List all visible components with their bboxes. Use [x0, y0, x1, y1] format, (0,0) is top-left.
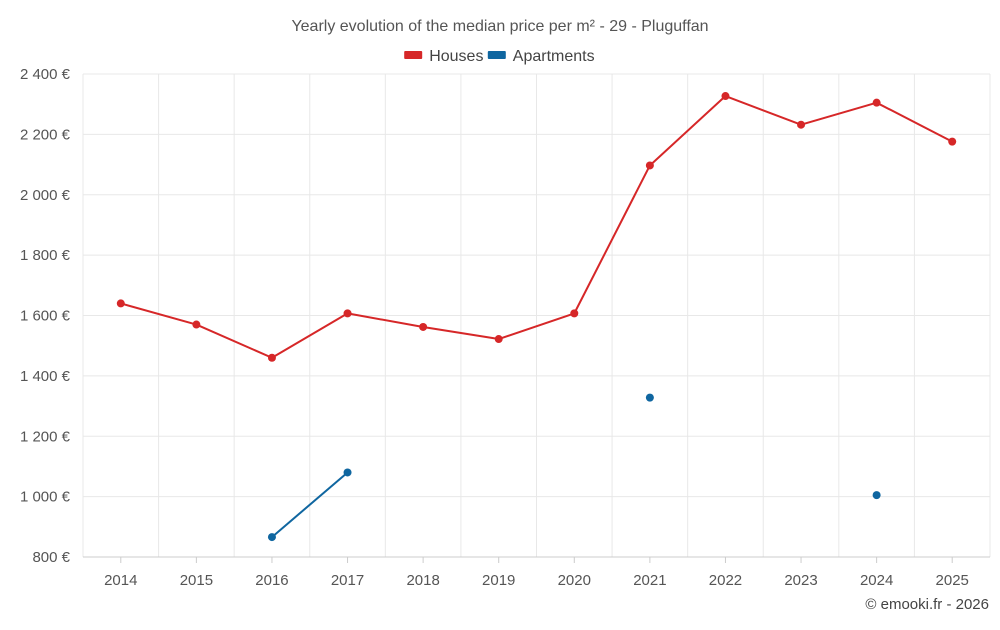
series-apartments: [267, 393, 881, 542]
y-tick-label: 2 000 €: [20, 187, 71, 204]
x-tick-label: 2019: [482, 572, 515, 589]
legend-label-houses: Houses: [429, 48, 483, 65]
series-layer: [116, 92, 957, 542]
legend[interactable]: Houses Apartments: [404, 48, 595, 65]
data-point-apartments[interactable]: [645, 393, 654, 402]
series-line-houses: [120, 95, 953, 359]
x-tick-label: 2023: [784, 572, 817, 589]
data-point-houses[interactable]: [343, 309, 352, 318]
x-tick-label: 2014: [104, 572, 137, 589]
y-tick-label: 1 800 €: [20, 247, 71, 264]
data-point-houses[interactable]: [116, 299, 125, 308]
data-point-houses[interactable]: [570, 309, 579, 318]
y-axis: 800 € 1 000 € 1 200 € 1 400 € 1 600 € 1 800 €…: [20, 66, 71, 566]
data-point-houses[interactable]: [494, 335, 503, 344]
data-point-houses[interactable]: [645, 161, 654, 170]
x-tick-label: 2022: [709, 572, 742, 589]
y-tick-label: 1 000 €: [20, 489, 71, 506]
x-tick-label: 2015: [180, 572, 213, 589]
legend-swatch-houses: [404, 51, 423, 59]
legend-item-apartments[interactable]: Apartments: [487, 48, 595, 65]
x-tick-label: 2018: [406, 572, 439, 589]
y-tick-label: 2 200 €: [20, 126, 71, 143]
data-point-apartments[interactable]: [872, 491, 881, 500]
legend-label-apartments: Apartments: [513, 48, 595, 65]
data-point-houses[interactable]: [419, 322, 428, 331]
x-axis: 2014 2015 2016 2017 2018 2019 2020 2021 2022 2023…: [83, 556, 990, 589]
x-tick-label: 2017: [331, 572, 364, 589]
data-point-houses[interactable]: [721, 92, 730, 101]
x-tick-label: 2024: [860, 572, 893, 589]
data-point-houses[interactable]: [192, 320, 201, 329]
copyright-credit: © emooki.fr - 2026: [865, 596, 989, 613]
series-houses: [116, 92, 957, 362]
chart-title: Yearly evolution of the median price per…: [291, 18, 708, 35]
data-point-houses[interactable]: [872, 98, 881, 107]
x-tick-label: 2020: [558, 572, 591, 589]
y-tick-label: 2 400 €: [20, 66, 71, 83]
data-point-houses[interactable]: [948, 137, 957, 146]
series-line-apartments: [271, 471, 349, 538]
legend-swatch-apartments: [487, 51, 506, 59]
x-tick-label: 2025: [936, 572, 969, 589]
y-tick-label: 1 600 €: [20, 308, 71, 325]
x-tick-label: 2021: [633, 572, 666, 589]
data-point-apartments[interactable]: [343, 468, 352, 477]
data-point-houses[interactable]: [797, 120, 806, 129]
legend-item-houses[interactable]: Houses: [404, 48, 483, 65]
grid-lines: [82, 73, 991, 557]
y-tick-label: 1 400 €: [20, 368, 71, 385]
data-point-apartments[interactable]: [267, 533, 276, 542]
y-tick-label: 1 200 €: [20, 428, 71, 445]
x-tick-label: 2016: [255, 572, 288, 589]
data-point-houses[interactable]: [267, 353, 276, 362]
y-tick-label: 800 €: [32, 549, 70, 566]
